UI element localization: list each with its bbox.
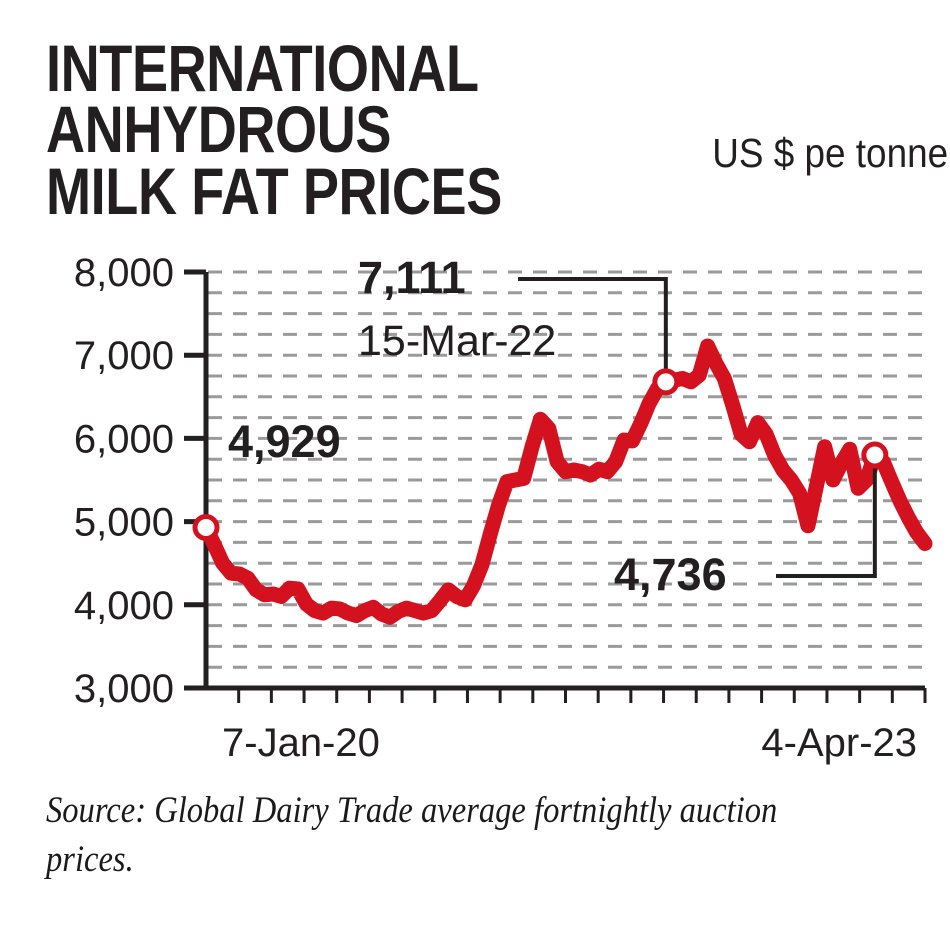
peak-callout-marker [652,368,680,396]
peak-callout-leader-line [518,277,668,369]
x-axis [206,685,927,703]
x-tick-labels-group: 7-Jan-20 4-Apr-23 [222,721,917,765]
start-callout-value: 4,929 [228,416,341,467]
x-axis-tick-label: 4-Apr-23 [761,721,917,765]
data-series-group [198,338,933,625]
x-axis-tick-label: 7-Jan-20 [222,721,380,765]
y-axis-tick-label: 3,000 [74,667,174,711]
data-markers-group [192,368,889,542]
y-axis-tick-label: 6,000 [74,417,174,461]
source-note: Source: Global Dairy Trade average fortn… [46,790,778,881]
gridlines-group [208,270,925,690]
end-callout-value: 4,736 [614,549,727,600]
units-label: US $ pe tonne [712,130,948,176]
price-line [198,338,933,625]
line-chart-svg: 3,000 4,000 5,000 6,000 7,000 8,000 4,929 7,11… [74,251,933,765]
chart-header: INTERNATIONAL ANHYDROUS MILK FAT PRICES [46,31,926,228]
callouts-group: 4,929 7,111 15-Mar-22 4,736 [204,252,877,600]
end-callout-leader-line [776,468,877,578]
chart-plot-area: 3,000 4,000 5,000 6,000 7,000 8,000 4,929 7,11… [0,245,950,765]
peak-callout-date: 15-Mar-22 [358,317,556,365]
start-callout-marker [192,514,220,542]
y-axis-tick-label: 4,000 [74,584,174,628]
page-title: INTERNATIONAL ANHYDROUS MILK FAT PRICES [46,31,502,228]
y-axis: 3,000 4,000 5,000 6,000 7,000 8,000 [74,251,209,711]
end-callout-marker [861,441,889,469]
y-axis-tick-label: 5,000 [74,501,174,545]
y-axis-tick-label: 8,000 [74,251,174,295]
peak-callout-value: 7,111 [358,252,466,303]
y-axis-tick-label: 7,000 [74,334,174,378]
